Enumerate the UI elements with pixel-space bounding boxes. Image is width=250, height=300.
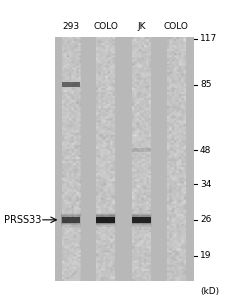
Text: 85: 85 [199,80,210,89]
Bar [166,37,185,281]
Bar [61,37,80,281]
Bar [132,215,150,224]
Bar [61,217,80,223]
Text: 26: 26 [199,215,210,224]
Bar [54,37,193,281]
Text: PRSS33: PRSS33 [4,215,41,225]
Bar [61,214,80,226]
Text: COLO: COLO [93,22,118,31]
Bar [132,37,150,281]
Bar [132,217,150,223]
Bar [61,215,80,224]
Text: 19: 19 [199,251,210,260]
Text: (kD): (kD) [199,287,218,296]
Bar [61,82,80,87]
Text: JK: JK [137,22,145,31]
Bar [96,214,115,226]
Bar [60,213,80,227]
Bar [131,213,151,227]
Bar [132,148,150,152]
Bar [96,217,114,223]
Text: 293: 293 [62,22,79,31]
Bar [131,214,151,226]
Text: 34: 34 [199,180,210,189]
Bar [95,213,115,227]
Text: 117: 117 [199,34,216,43]
Bar [96,215,115,224]
Bar [96,37,114,281]
Text: 48: 48 [199,146,210,154]
Text: COLO: COLO [163,22,188,31]
